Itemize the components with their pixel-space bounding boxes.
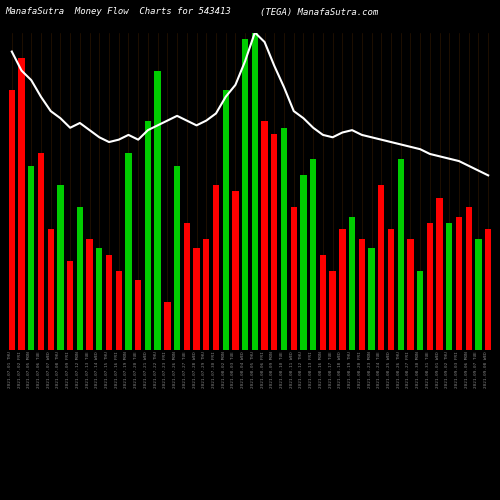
Bar <box>310 160 316 350</box>
Bar <box>174 166 180 350</box>
Bar <box>213 185 219 350</box>
Bar <box>28 166 34 350</box>
Bar <box>18 58 24 350</box>
Bar <box>271 134 278 350</box>
Bar <box>8 90 15 350</box>
Bar <box>339 230 345 350</box>
Bar <box>290 207 297 350</box>
Bar <box>106 254 112 350</box>
Bar <box>67 261 73 350</box>
Bar <box>38 153 44 350</box>
Bar <box>242 39 248 350</box>
Bar <box>281 128 287 350</box>
Bar <box>456 216 462 350</box>
Bar <box>184 223 190 350</box>
Bar <box>349 216 355 350</box>
Bar <box>426 223 433 350</box>
Bar <box>116 270 122 350</box>
Bar <box>417 270 424 350</box>
Bar <box>58 185 64 350</box>
Bar <box>154 70 161 350</box>
Bar <box>126 153 132 350</box>
Bar <box>436 198 442 350</box>
Bar <box>388 230 394 350</box>
Bar <box>398 160 404 350</box>
Text: ManafaSutra  Money Flow  Charts for 543413: ManafaSutra Money Flow Charts for 543413 <box>5 8 231 16</box>
Bar <box>48 230 54 350</box>
Bar <box>408 239 414 350</box>
Bar <box>378 185 384 350</box>
Bar <box>446 223 452 350</box>
Bar <box>466 207 472 350</box>
Bar <box>476 239 482 350</box>
Bar <box>368 248 374 350</box>
Bar <box>222 90 229 350</box>
Bar <box>86 239 92 350</box>
Bar <box>252 32 258 350</box>
Bar <box>232 191 238 350</box>
Bar <box>164 302 170 350</box>
Bar <box>145 122 151 350</box>
Bar <box>485 230 492 350</box>
Bar <box>262 122 268 350</box>
Bar <box>135 280 141 350</box>
Bar <box>358 239 365 350</box>
Bar <box>194 248 200 350</box>
Text: (TEGA) ManafaSutra.com: (TEGA) ManafaSutra.com <box>260 8 378 16</box>
Bar <box>330 270 336 350</box>
Bar <box>96 248 102 350</box>
Bar <box>203 239 209 350</box>
Bar <box>300 176 306 350</box>
Bar <box>76 207 83 350</box>
Bar <box>320 254 326 350</box>
